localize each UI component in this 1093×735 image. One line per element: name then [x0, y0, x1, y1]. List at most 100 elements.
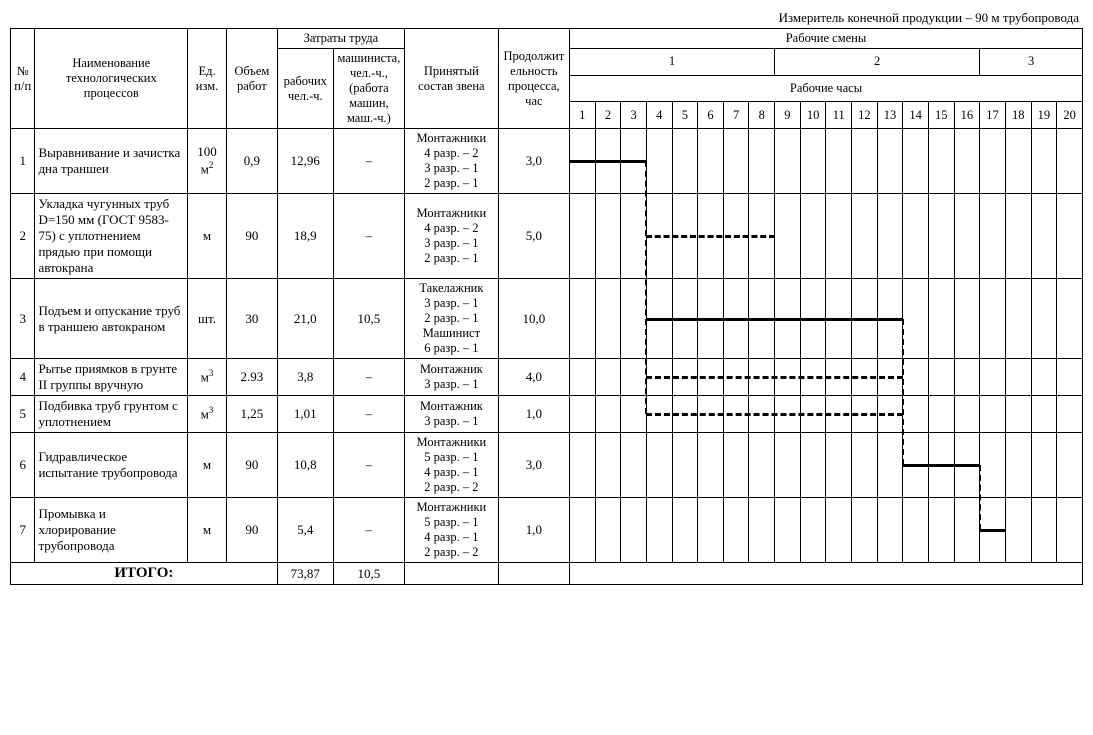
hour-cell	[775, 194, 801, 279]
hour-col-2: 2	[595, 102, 621, 129]
cell-lab: 5,4	[277, 498, 333, 563]
cell-name: Выравнивание и зачистка дна траншеи	[35, 129, 188, 194]
totals-lab: 73,87	[277, 563, 333, 585]
hour-cell	[672, 433, 698, 498]
hour-cell	[877, 129, 903, 194]
col-vol: Объем работ	[226, 29, 277, 129]
hour-cell	[672, 396, 698, 433]
cell-lab: 12,96	[277, 129, 333, 194]
col-dur: Продолжительность процесса, час	[498, 29, 569, 129]
hour-cell	[569, 129, 595, 194]
hour-cell	[569, 359, 595, 396]
hour-cell	[1057, 129, 1083, 194]
hour-cell	[749, 279, 775, 359]
hour-cell	[852, 279, 878, 359]
cell-crew: Монтажник3 разр. – 1	[405, 359, 499, 396]
hour-cell	[595, 396, 621, 433]
hour-cell	[800, 498, 826, 563]
hour-cell	[698, 359, 724, 396]
hour-cell	[621, 359, 647, 396]
cell-dur: 3,0	[498, 433, 569, 498]
table-row: 4Рытье приямков в грунте II группы вручн…	[11, 359, 1083, 396]
hour-cell	[1005, 498, 1031, 563]
hour-cell	[621, 129, 647, 194]
cell-dur: 4,0	[498, 359, 569, 396]
hour-cell	[569, 279, 595, 359]
hour-cell	[800, 359, 826, 396]
cell-num: 3	[11, 279, 35, 359]
hour-col-10: 10	[800, 102, 826, 129]
hour-cell	[980, 396, 1006, 433]
hour-col-19: 19	[1031, 102, 1057, 129]
cell-crew: Монтажники5 разр. – 14 разр. – 12 разр. …	[405, 498, 499, 563]
cell-lab: 21,0	[277, 279, 333, 359]
hour-cell	[569, 498, 595, 563]
hour-cell	[980, 129, 1006, 194]
hour-col-11: 11	[826, 102, 852, 129]
hour-cell	[698, 498, 724, 563]
hour-cell	[1031, 194, 1057, 279]
hour-cell	[928, 498, 954, 563]
cell-vol: 90	[226, 433, 277, 498]
col-num: № п/п	[11, 29, 35, 129]
col-shifts: Рабочие смены	[569, 29, 1082, 49]
hour-cell	[1057, 433, 1083, 498]
hour-cell	[852, 194, 878, 279]
cell-dur: 5,0	[498, 194, 569, 279]
hour-cell	[903, 433, 929, 498]
hour-cell	[852, 129, 878, 194]
cell-name: Гидравлическое испытание трубопровода	[35, 433, 188, 498]
cell-num: 4	[11, 359, 35, 396]
hour-cell	[595, 498, 621, 563]
hour-cell	[954, 194, 980, 279]
hour-cell	[826, 194, 852, 279]
hour-col-17: 17	[980, 102, 1006, 129]
cell-mach: –	[333, 194, 404, 279]
col-name: Наименование технологических процессов	[35, 29, 188, 129]
table-row: 2Укладка чугунных труб D=150 мм (ГОСТ 95…	[11, 194, 1083, 279]
hour-col-1: 1	[569, 102, 595, 129]
hour-cell	[749, 129, 775, 194]
hour-cell	[800, 433, 826, 498]
hour-cell	[877, 359, 903, 396]
hour-cell	[723, 194, 749, 279]
hour-col-3: 3	[621, 102, 647, 129]
hour-cell	[1005, 129, 1031, 194]
hour-cell	[954, 498, 980, 563]
hour-cell	[826, 498, 852, 563]
cell-name: Укладка чугунных труб D=150 мм (ГОСТ 958…	[35, 194, 188, 279]
hour-cell	[569, 433, 595, 498]
hour-col-9: 9	[775, 102, 801, 129]
hour-cell	[723, 129, 749, 194]
hour-cell	[800, 396, 826, 433]
hour-cell	[1031, 498, 1057, 563]
totals-mach: 10,5	[333, 563, 404, 585]
cell-mach: –	[333, 359, 404, 396]
hour-cell	[1005, 359, 1031, 396]
hour-cell	[954, 433, 980, 498]
cell-num: 6	[11, 433, 35, 498]
hour-cell	[749, 359, 775, 396]
hour-cell	[646, 359, 672, 396]
hour-col-7: 7	[723, 102, 749, 129]
hour-cell	[928, 359, 954, 396]
hour-cell	[980, 498, 1006, 563]
shift-3: 3	[980, 49, 1083, 76]
cell-dur: 3,0	[498, 129, 569, 194]
measurement-note: Измеритель конечной продукции – 90 м тру…	[10, 10, 1083, 26]
hour-cell	[903, 498, 929, 563]
hour-col-8: 8	[749, 102, 775, 129]
hour-col-16: 16	[954, 102, 980, 129]
cell-crew: Монтажник3 разр. – 1	[405, 396, 499, 433]
shift-1: 1	[569, 49, 774, 76]
hour-cell	[698, 433, 724, 498]
hour-cell	[646, 279, 672, 359]
hour-cell	[826, 359, 852, 396]
schedule-table: № п/п Наименование технологических проце…	[10, 28, 1083, 585]
hour-cell	[1057, 359, 1083, 396]
hour-cell	[698, 129, 724, 194]
hour-cell	[646, 433, 672, 498]
hour-cell	[852, 396, 878, 433]
table-row: 7Промывка и хлорирование трубопроводам90…	[11, 498, 1083, 563]
table-row: 1Выравнивание и зачистка дна траншеи100 …	[11, 129, 1083, 194]
